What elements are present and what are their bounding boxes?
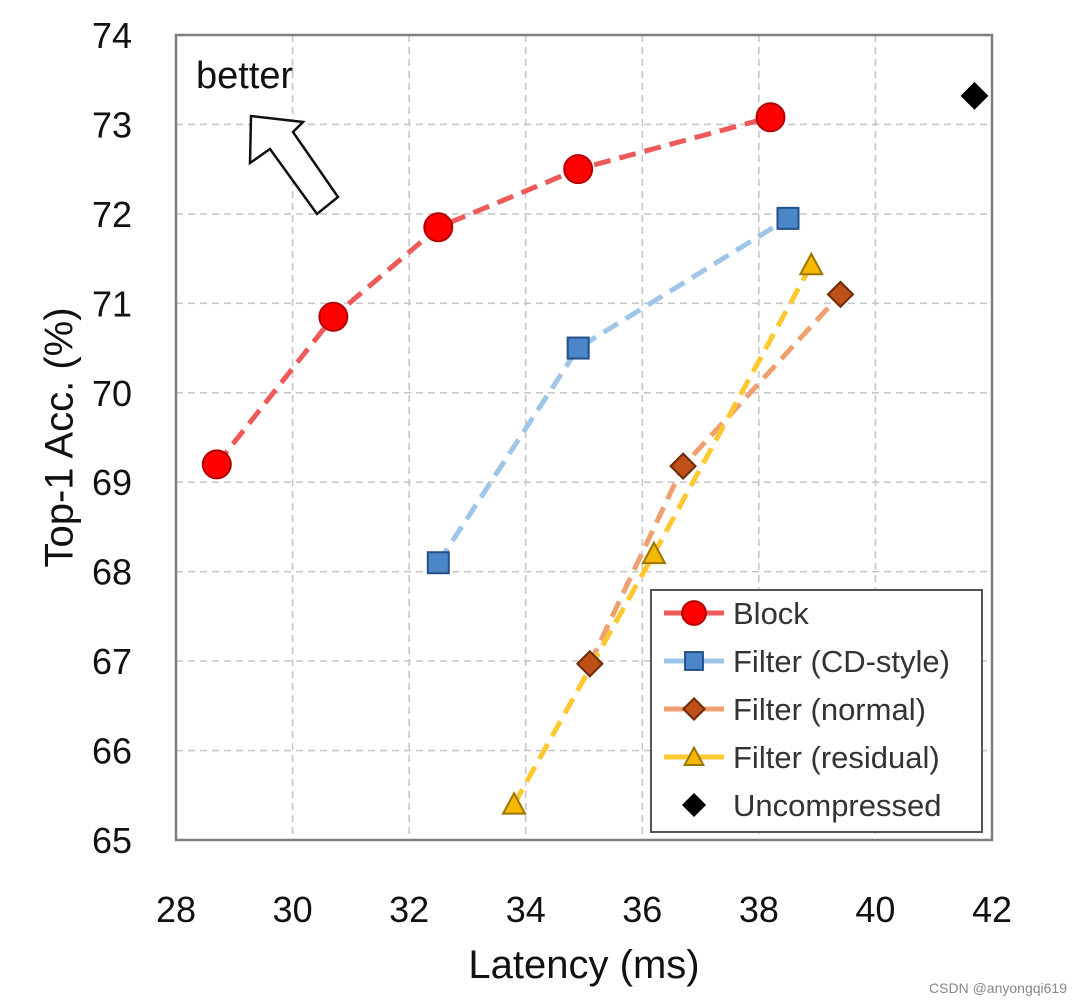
better-annotation: better [196, 55, 340, 216]
x-tick-label: 42 [972, 889, 1012, 930]
y-tick-label: 70 [92, 373, 132, 414]
x-tick-label: 36 [622, 889, 662, 930]
plot-border [174, 33, 994, 842]
legend-marker-filter-normal [681, 696, 707, 722]
legend: Block Filter (CD-style) Filter (normal) Fil… [650, 589, 983, 833]
data-point-filter-residual [798, 251, 824, 276]
data-point-block [318, 301, 349, 332]
data-point-filter-normal [575, 649, 604, 678]
data-point-block [563, 154, 594, 185]
x-tick-label: 32 [389, 889, 429, 930]
y-tick-label: 73 [92, 104, 132, 145]
x-tick-labels: 28 30 32 34 36 38 40 42 [156, 889, 1012, 930]
x-tick-label: 40 [855, 889, 895, 930]
y-tick-label: 67 [92, 641, 132, 682]
y-tick-label: 74 [92, 15, 132, 56]
y-tick-label: 69 [92, 462, 132, 503]
data-point-filter-cd-style [426, 551, 450, 575]
data-point-filter-cd-style [776, 206, 800, 230]
legend-items: Block Filter (CD-style) Filter (normal) Fil… [664, 596, 950, 823]
data-point-uncompressed [960, 81, 989, 110]
legend-marker-filter-residual [682, 745, 706, 766]
legend-label-uncompressed: Uncompressed [733, 788, 941, 823]
data-point-filter-cd-style [566, 336, 590, 360]
y-tick-label: 66 [92, 731, 132, 772]
legend-marker-filter-cd-style [684, 651, 704, 671]
x-tick-label: 38 [739, 889, 779, 930]
data-point-block [755, 102, 786, 133]
data-point-block [201, 449, 232, 480]
series-markers [201, 81, 989, 815]
y-tick-labels: 65 66 67 68 69 70 71 72 73 74 [92, 15, 132, 861]
y-tick-label: 65 [92, 820, 132, 861]
data-point-block [423, 212, 454, 243]
better-arrow-icon [248, 114, 340, 216]
x-axis-label: Latency (ms) [468, 943, 699, 987]
legend-marker-uncompressed [681, 792, 707, 818]
watermark: CSDN @anyongqi619 [929, 980, 1067, 996]
x-tick-label: 30 [273, 889, 313, 930]
y-tick-label: 68 [92, 552, 132, 593]
series-line-filter-cd-style [436, 216, 790, 565]
data-point-filter-residual [501, 791, 527, 815]
legend-marker-block [681, 600, 707, 626]
y-axis-label: Top-1 Acc. (%) [38, 307, 82, 567]
y-tick-label: 72 [92, 194, 132, 235]
x-tick-label: 34 [506, 889, 546, 930]
legend-label-filter-residual: Filter (residual) [733, 740, 940, 775]
legend-label-filter-cd-style: Filter (CD-style) [733, 644, 950, 679]
x-tick-label: 28 [156, 889, 196, 930]
data-point-filter-residual [641, 540, 667, 565]
y-tick-label: 71 [92, 283, 132, 324]
legend-label-block: Block [733, 596, 809, 631]
legend-label-filter-normal: Filter (normal) [733, 692, 926, 727]
better-annotation-text: better [196, 55, 294, 97]
data-point-filter-normal [669, 452, 697, 481]
data-point-filter-normal [826, 280, 855, 309]
